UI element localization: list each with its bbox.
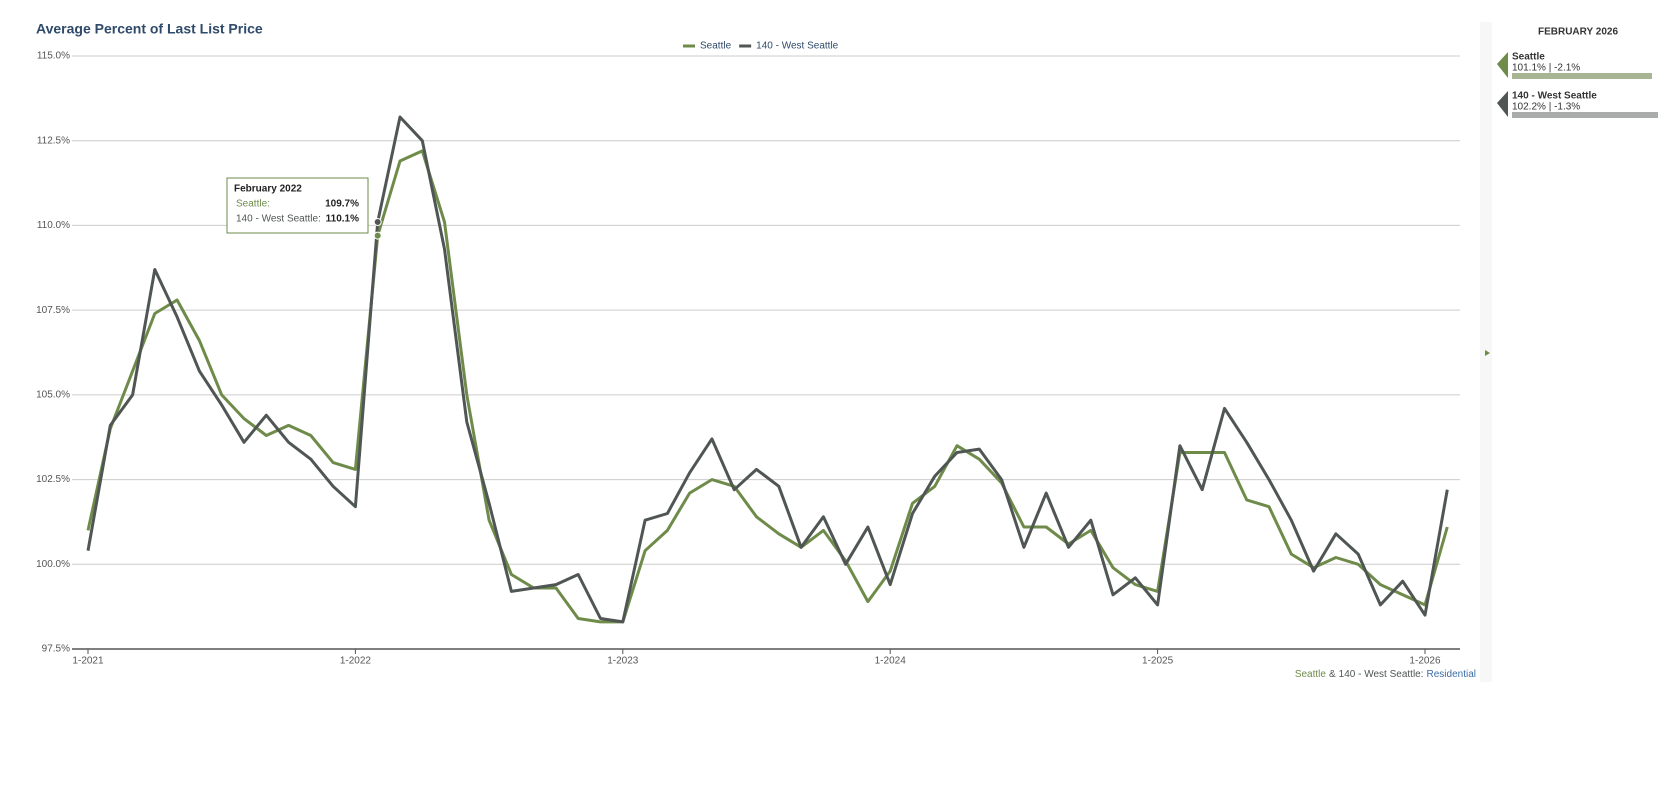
hover-point <box>373 218 382 227</box>
y-tick-label: 105.0% <box>36 389 70 400</box>
legend-label: Seattle <box>700 41 732 52</box>
x-tick-label: 1-2024 <box>875 656 907 667</box>
panel-detail: 101.1% | -2.1% <box>1512 63 1580 74</box>
panel-bar <box>1512 112 1658 118</box>
x-tick-label: 1-2025 <box>1142 656 1174 667</box>
tooltip: February 2022 Seattle: 109.7% 140 - West Se… <box>226 177 369 234</box>
panel-toggle[interactable] <box>1485 350 1490 356</box>
panel-title: FEBRUARY 2026 <box>1538 27 1618 38</box>
panel-name: Seattle <box>1512 52 1545 63</box>
y-tick-label: 110.0% <box>37 220 70 231</box>
tooltip-name: Seattle: <box>236 199 270 210</box>
tooltip-value: 109.7% <box>325 199 359 210</box>
y-tick-label: 97.5% <box>42 644 70 655</box>
x-tick-label: 1-2023 <box>607 656 639 667</box>
panel-marker <box>1497 91 1508 117</box>
footer-part: Seattle <box>1295 669 1327 680</box>
tooltip-value: 110.1% <box>326 214 359 225</box>
panel-detail: 102.2% | -1.3% <box>1512 102 1580 113</box>
tooltip-box <box>226 177 369 234</box>
panel-marker <box>1497 52 1508 78</box>
y-tick-label: 107.5% <box>36 305 70 316</box>
panel-name: 140 - West Seattle <box>1512 91 1597 102</box>
tooltip-name: 140 - West Seattle: <box>236 214 321 225</box>
y-tick-label: 115.0% <box>37 51 70 62</box>
footer-part: Residential <box>1427 669 1476 680</box>
footer: Seattle & 140 - West Seattle: Residential <box>1295 669 1476 680</box>
series-line <box>86 115 1449 624</box>
chart-title: Average Percent of Last List Price <box>36 21 263 37</box>
x-tick-label: 1-2022 <box>340 656 372 667</box>
y-tick-label: 112.5% <box>37 135 70 146</box>
footer-part: & <box>1329 669 1336 680</box>
hover-point <box>373 231 382 240</box>
y-tick-label: 102.5% <box>36 474 70 485</box>
x-tick-label: 1-2026 <box>1409 656 1441 667</box>
y-tick-label: 100.0% <box>36 559 70 570</box>
x-tick-label: 1-2021 <box>72 656 104 667</box>
tooltip-title: February 2022 <box>234 184 302 195</box>
panel-bar <box>1512 73 1652 79</box>
footer-part: : <box>1421 669 1424 680</box>
footer-part: 140 - West Seattle <box>1339 669 1422 680</box>
series-line <box>86 149 1449 624</box>
legend-label: 140 - West Seattle <box>756 41 839 52</box>
